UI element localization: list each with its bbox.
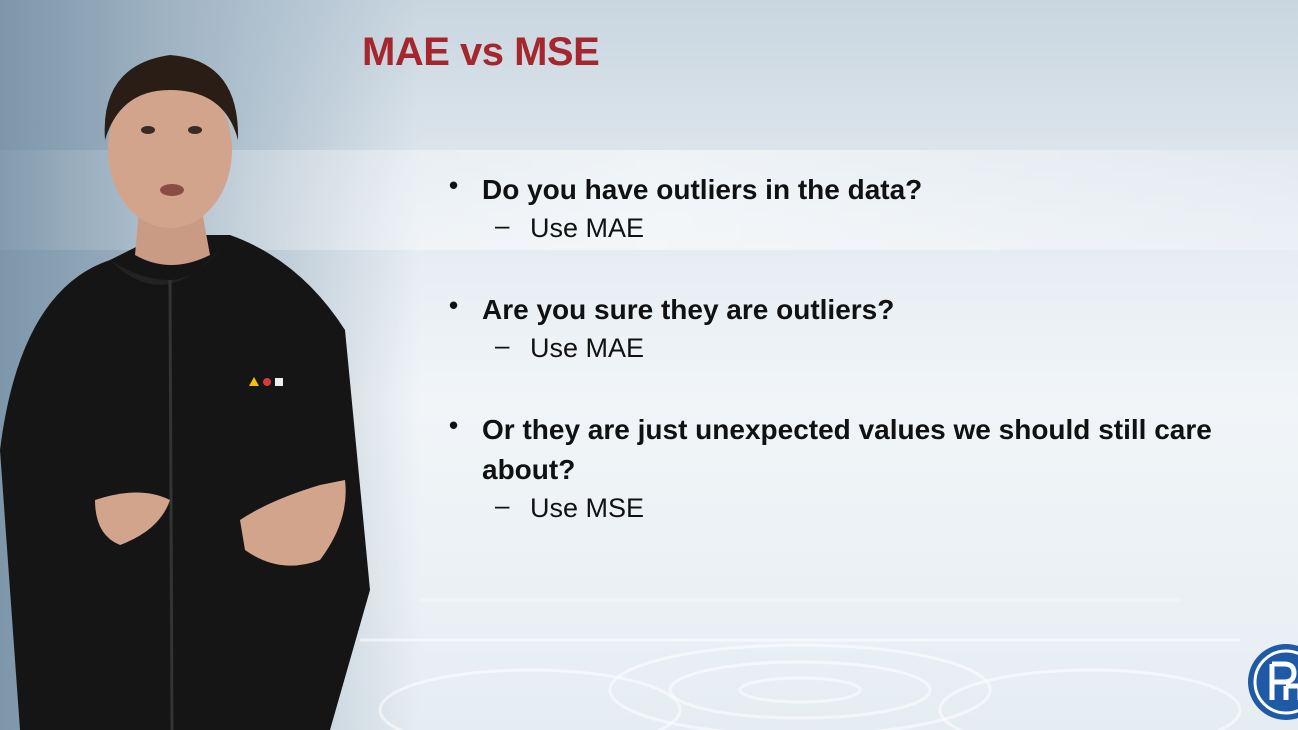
sub-bullet-text: Use MAE xyxy=(530,333,645,363)
university-logo-icon xyxy=(1248,644,1298,720)
background-gears-decoration xyxy=(360,598,1242,730)
sub-bullet-symbol: – xyxy=(495,210,510,240)
bullet-item: • Do you have outliers in the data? – Us… xyxy=(445,170,1245,246)
bullet-symbol: • xyxy=(449,290,459,320)
sub-bullet-symbol: – xyxy=(495,490,510,520)
bullet-item: • Or they are just unexpected values we … xyxy=(445,410,1245,526)
presenter-figure xyxy=(0,55,370,730)
sub-bullet: – Use MAE xyxy=(482,330,1245,366)
sub-bullet-text: Use MAE xyxy=(530,213,645,243)
bullet-symbol: • xyxy=(449,410,459,440)
bullet-item: • Are you sure they are outliers? – Use … xyxy=(445,290,1245,366)
sub-bullet: – Use MAE xyxy=(482,210,1245,246)
bullet-list: • Do you have outliers in the data? – Us… xyxy=(445,170,1245,570)
bullet-text: Or they are just unexpected values we sh… xyxy=(482,414,1212,485)
sub-bullet-text: Use MSE xyxy=(530,493,645,523)
slide-title: MAE vs MSE xyxy=(362,30,600,74)
bullet-text: Are you sure they are outliers? xyxy=(482,294,895,325)
bullet-text: Do you have outliers in the data? xyxy=(482,174,923,205)
sub-bullet-symbol: – xyxy=(495,330,510,360)
sub-bullet: – Use MSE xyxy=(482,490,1245,526)
bullet-symbol: • xyxy=(449,170,459,200)
